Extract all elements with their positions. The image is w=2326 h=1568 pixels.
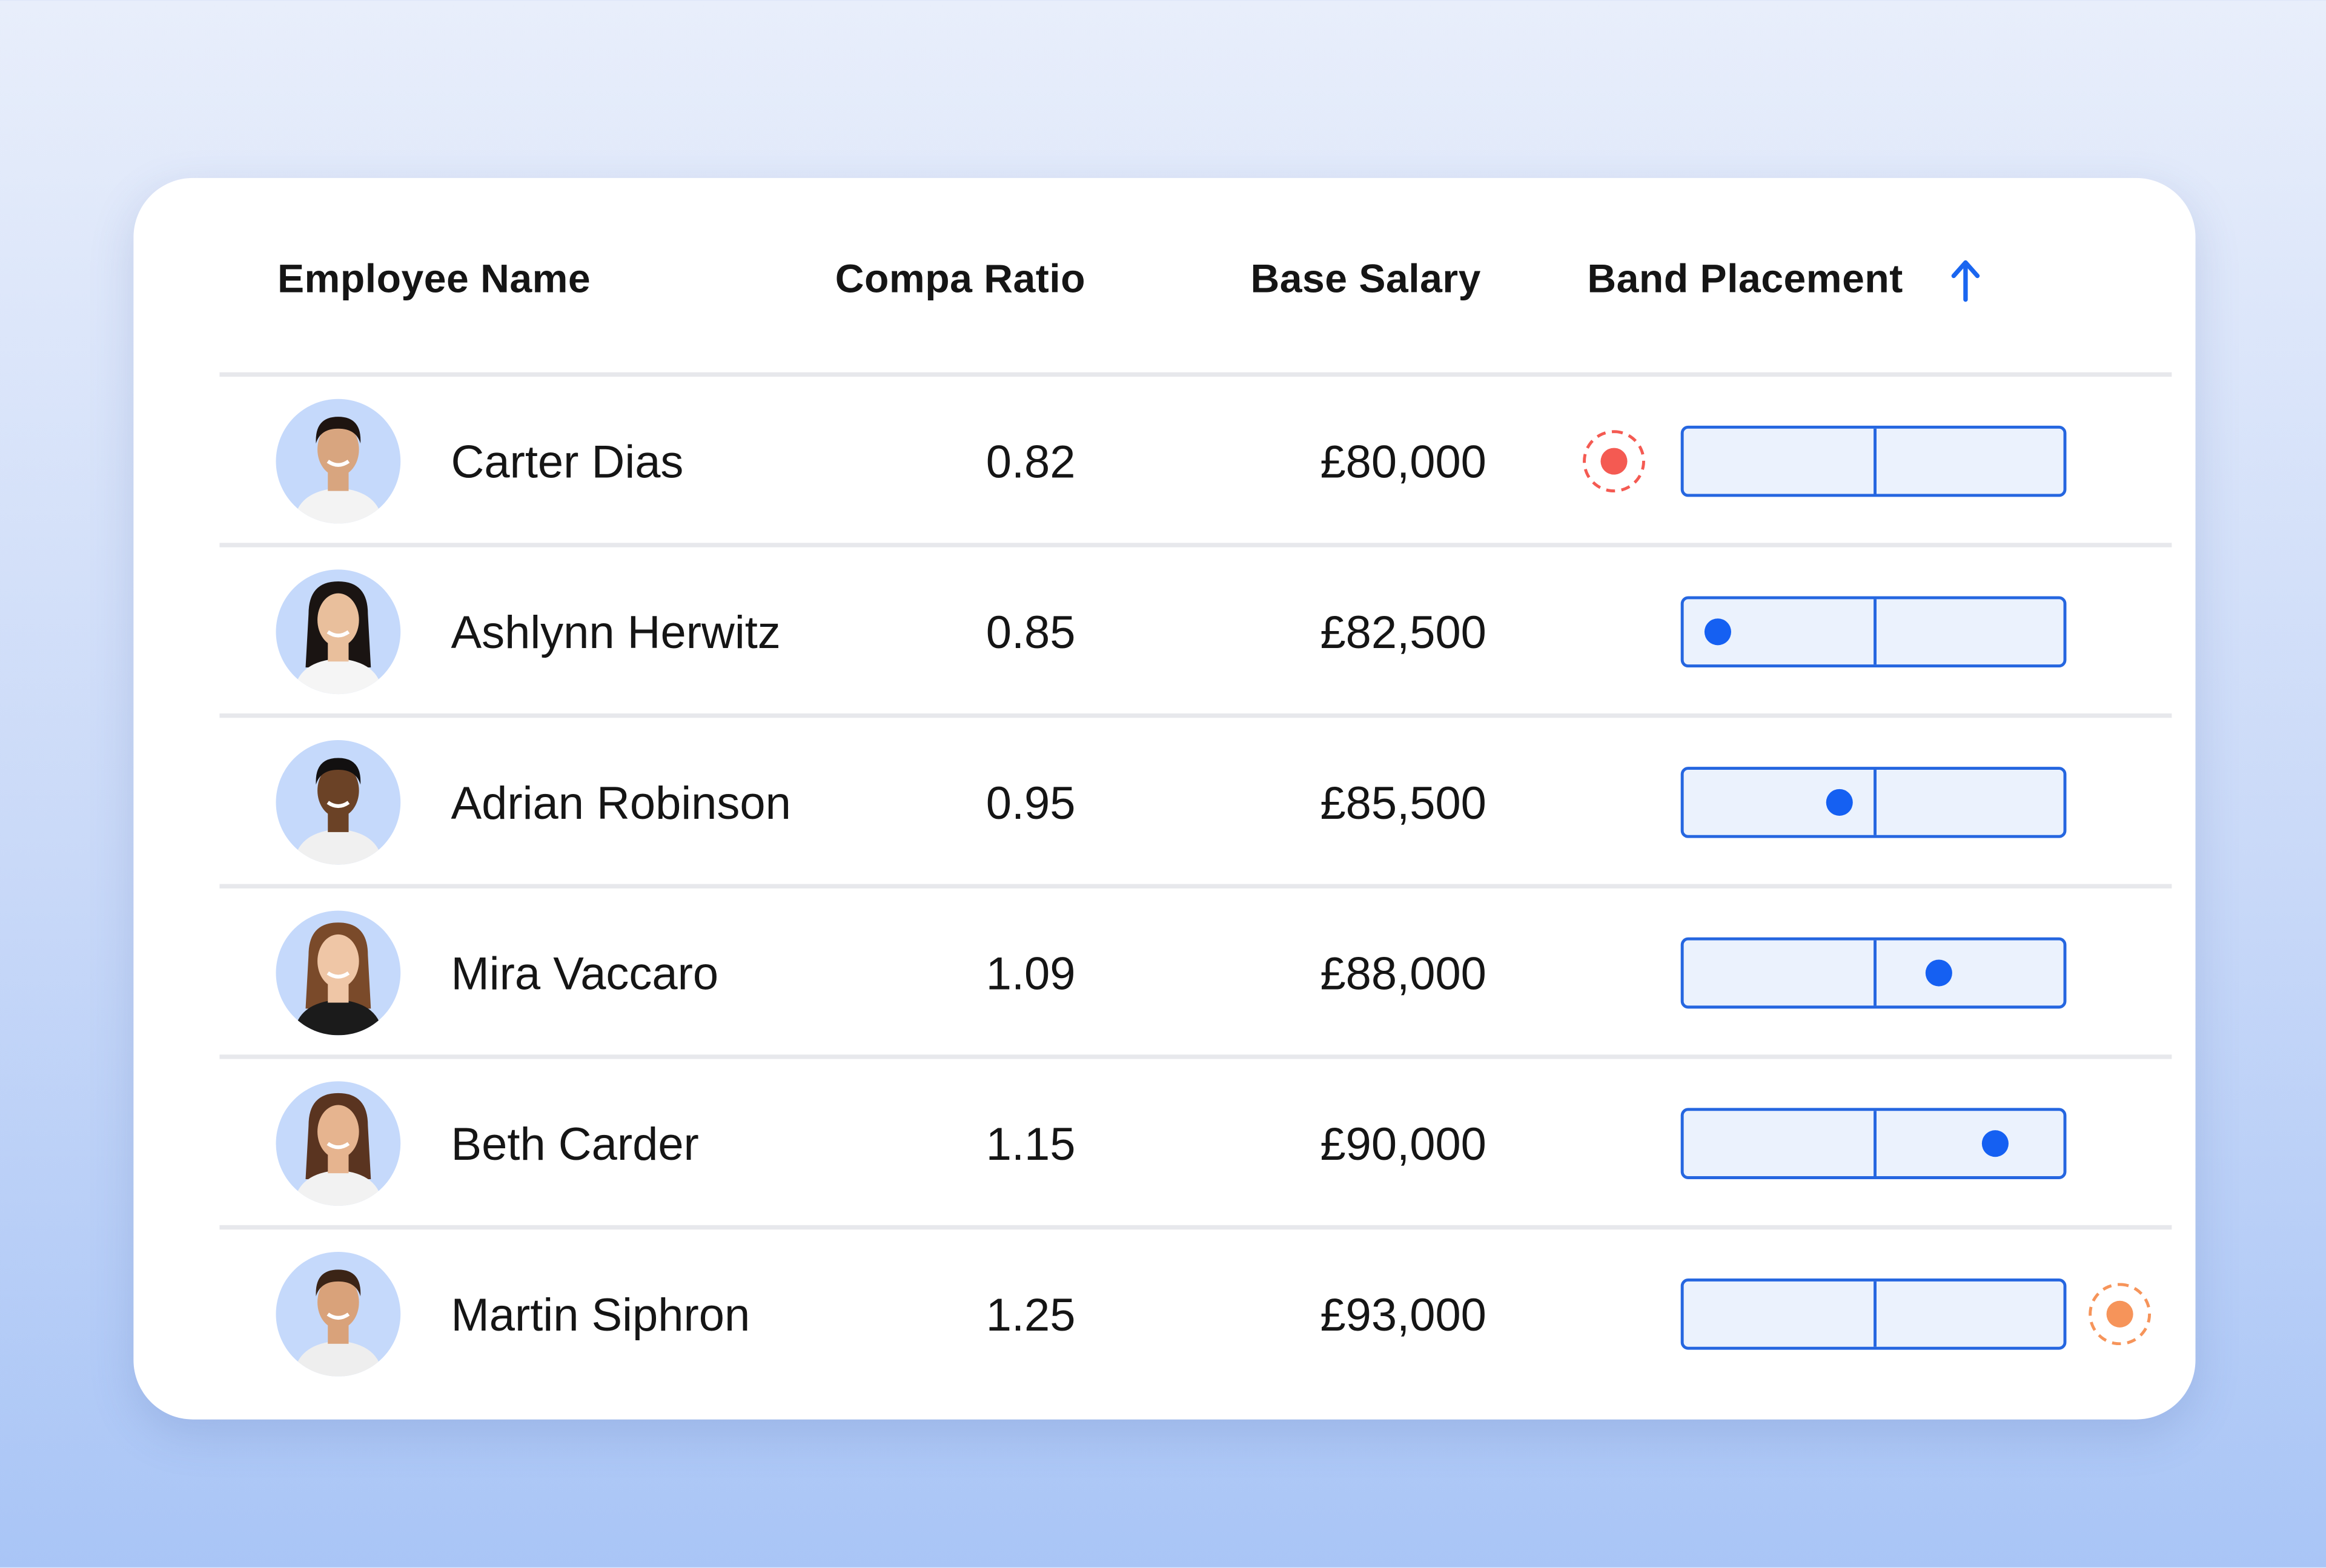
employee-name[interactable]: Adrian Robinson bbox=[451, 777, 791, 829]
person-photo-icon bbox=[293, 417, 383, 524]
employee-name[interactable]: Mira Vaccaro bbox=[451, 947, 719, 1000]
base-salary: £93,000 bbox=[1320, 1289, 1486, 1341]
salary-band-bar bbox=[1680, 1108, 2067, 1179]
band-midpoint-line bbox=[1874, 599, 1877, 665]
band-position-dot bbox=[1704, 618, 1732, 646]
band-midpoint-line bbox=[1874, 940, 1877, 1006]
person-photo-icon bbox=[293, 1269, 383, 1377]
compa-ratio: 0.85 bbox=[986, 606, 1076, 659]
row-divider bbox=[219, 1054, 2172, 1059]
person-photo-icon bbox=[293, 581, 383, 695]
band-midpoint-line bbox=[1874, 1281, 1877, 1347]
salary-band-bar bbox=[1680, 596, 2067, 668]
above-band-marker bbox=[2089, 1283, 2152, 1346]
band-position-dot bbox=[1981, 1130, 2009, 1157]
compa-ratio: 0.82 bbox=[986, 436, 1076, 488]
band-midpoint-line bbox=[1874, 428, 1877, 494]
column-header-employee-name[interactable]: Employee Name bbox=[277, 256, 591, 302]
person-photo-icon bbox=[293, 922, 383, 1036]
compa-ratio: 1.15 bbox=[986, 1118, 1076, 1171]
compa-ratio: 1.09 bbox=[986, 947, 1076, 1000]
table-row[interactable]: Beth Carder 1.15 £90,000 bbox=[0, 1059, 2326, 1230]
salary-band-bar bbox=[1680, 425, 2067, 497]
avatar bbox=[276, 1251, 401, 1377]
row-divider bbox=[219, 713, 2172, 718]
employee-name[interactable]: Carter Dias bbox=[451, 436, 684, 488]
table-row[interactable]: Adrian Robinson 0.95 £85,500 bbox=[0, 718, 2326, 888]
avatar bbox=[276, 1081, 401, 1206]
band-position-dot bbox=[1826, 789, 1853, 816]
row-divider bbox=[219, 884, 2172, 888]
header-divider bbox=[219, 372, 2172, 377]
band-midpoint-line bbox=[1874, 1111, 1877, 1177]
salary-band-bar bbox=[1680, 937, 2067, 1009]
table-row[interactable]: Mira Vaccaro 1.09 £88,000 bbox=[0, 888, 2326, 1059]
avatar bbox=[276, 910, 401, 1036]
column-header-base-salary[interactable]: Base Salary bbox=[1250, 256, 1481, 302]
compa-ratio: 1.25 bbox=[986, 1289, 1076, 1341]
employee-name[interactable]: Martin Siphron bbox=[451, 1289, 750, 1341]
salary-band-bar bbox=[1680, 1279, 2067, 1350]
band-midpoint-line bbox=[1874, 770, 1877, 835]
salary-band-bar bbox=[1680, 767, 2067, 838]
table-row[interactable]: Martin Siphron 1.25 £93,000 bbox=[0, 1229, 2326, 1400]
below-band-marker bbox=[1583, 430, 1645, 493]
base-salary: £88,000 bbox=[1320, 947, 1486, 1000]
base-salary: £82,500 bbox=[1320, 606, 1486, 659]
person-photo-icon bbox=[293, 758, 383, 865]
row-divider bbox=[219, 1225, 2172, 1230]
compa-ratio: 0.95 bbox=[986, 777, 1076, 829]
avatar bbox=[276, 569, 401, 695]
row-divider bbox=[219, 543, 2172, 547]
base-salary: £90,000 bbox=[1320, 1118, 1486, 1171]
table-row[interactable]: Carter Dias 0.82 £80,000 bbox=[0, 377, 2326, 547]
column-header-compa-ratio[interactable]: Compa Ratio bbox=[835, 256, 1085, 302]
base-salary: £85,500 bbox=[1320, 777, 1486, 829]
employee-name[interactable]: Beth Carder bbox=[451, 1118, 699, 1171]
person-photo-icon bbox=[293, 1093, 383, 1206]
sort-arrow-up-icon[interactable] bbox=[1948, 258, 1984, 302]
avatar bbox=[276, 740, 401, 865]
employee-name[interactable]: Ashlynn Herwitz bbox=[451, 606, 781, 659]
band-position-dot bbox=[1924, 959, 1952, 987]
table-row[interactable]: Ashlynn Herwitz 0.85 £82,500 bbox=[0, 547, 2326, 718]
base-salary: £80,000 bbox=[1320, 436, 1486, 488]
avatar bbox=[276, 399, 401, 524]
column-header-band-placement[interactable]: Band Placement bbox=[1587, 256, 1903, 302]
